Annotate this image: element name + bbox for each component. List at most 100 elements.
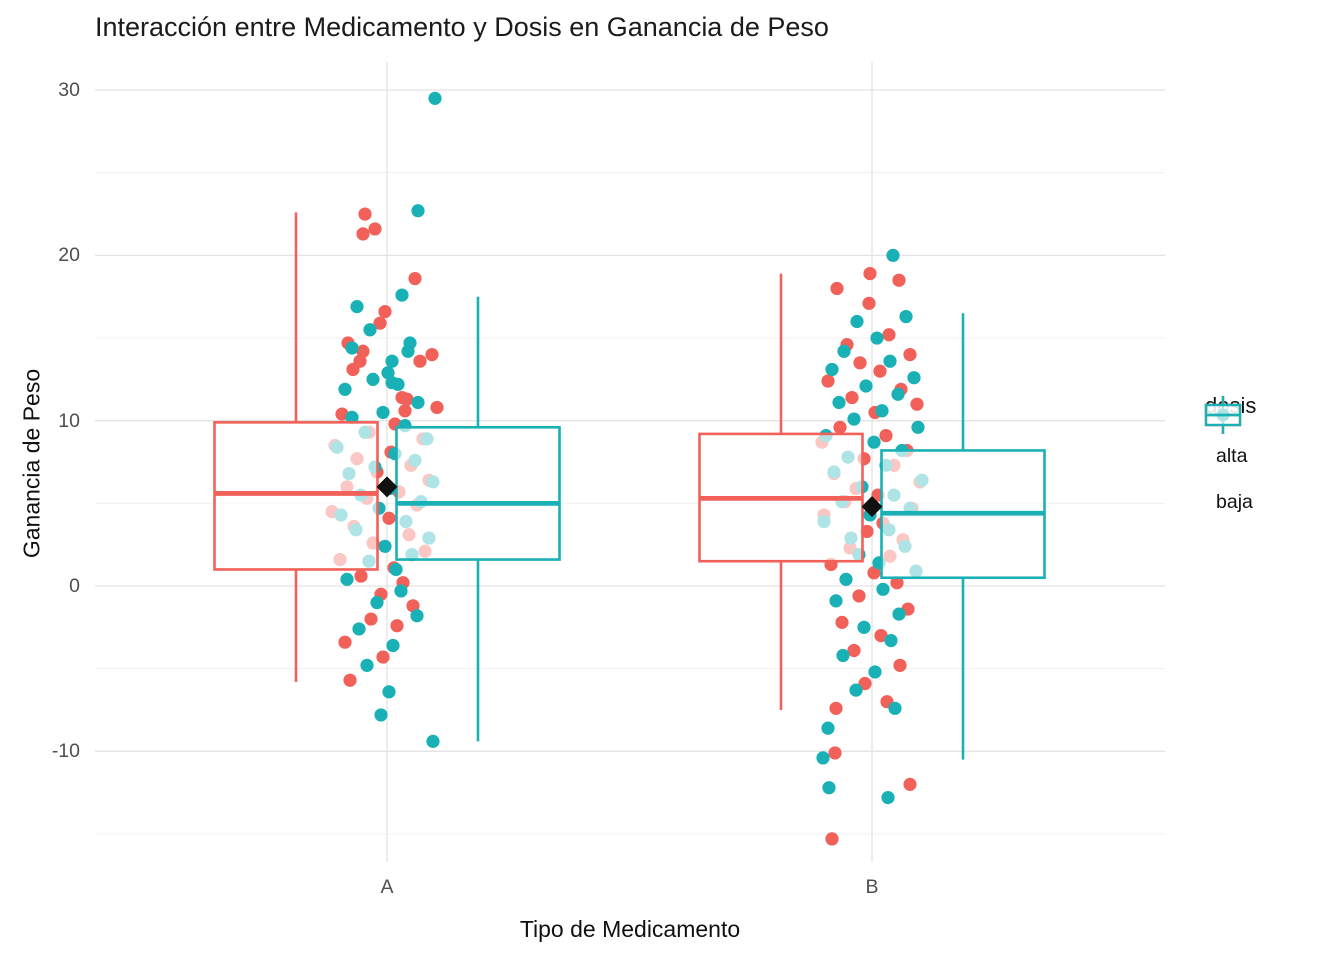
jitter-point <box>862 296 876 310</box>
jitter-point <box>385 354 399 368</box>
y-tick-label: 0 <box>69 575 80 597</box>
boxplot-key-icon <box>1204 396 1242 434</box>
jitter-point <box>425 347 439 362</box>
jitter-point <box>370 595 384 610</box>
jitter-point <box>368 222 382 236</box>
jitter-point <box>408 271 422 286</box>
jitter-point <box>907 371 921 385</box>
jitter-point <box>389 562 403 577</box>
jitter-point <box>847 643 861 658</box>
jitter-point <box>870 331 884 345</box>
legend-item-alta: alta <box>1203 396 1343 479</box>
jitter-point <box>892 607 906 621</box>
jitter-point <box>391 377 405 391</box>
jitter-point <box>859 379 873 393</box>
jitter-point <box>413 354 427 368</box>
jitter-point <box>876 582 890 596</box>
jitter-point <box>867 435 881 449</box>
jitter-point <box>867 566 881 580</box>
jitter-point <box>910 397 924 411</box>
jitter-point <box>857 620 871 634</box>
jitter-point <box>366 372 380 386</box>
mean-diamond-A <box>376 476 398 498</box>
jitter-point <box>390 619 404 633</box>
y-tick-label: 30 <box>58 79 80 102</box>
jitter-point <box>832 395 846 410</box>
jitter-point <box>839 572 853 586</box>
jitter-point <box>847 412 861 426</box>
jitter-point <box>374 708 388 722</box>
y-tick-label: 10 <box>58 409 80 432</box>
legend-item-label: baja <box>1216 490 1253 513</box>
jitter-point <box>899 309 913 324</box>
jitter-point <box>816 751 830 765</box>
legend-item-baja: baja <box>1203 396 1343 525</box>
jitter-point <box>364 612 378 626</box>
jitter-point <box>884 633 898 648</box>
jitter-point <box>891 387 905 401</box>
y-tick-label: 20 <box>58 244 80 267</box>
jitter-point <box>426 734 440 748</box>
jitter-point <box>394 584 408 598</box>
jitter-point <box>381 366 395 380</box>
jitter-point <box>338 382 352 396</box>
jitter-point <box>356 344 370 358</box>
jitter-point <box>890 576 904 590</box>
jitter-point <box>358 207 372 221</box>
jitter-point <box>373 316 387 330</box>
jitter-point <box>825 362 839 377</box>
boxplot-A-baja <box>395 296 561 742</box>
jitter-point <box>879 428 893 443</box>
jitter-point <box>378 305 392 319</box>
mean-diamond-B <box>861 496 883 518</box>
jitter-point <box>363 323 377 337</box>
jitter-point <box>837 344 851 358</box>
jitter-point <box>376 405 390 420</box>
jitter-point <box>829 701 843 715</box>
x-axis-title: Tipo de Medicamento <box>519 916 741 942</box>
jitter-point <box>868 665 882 679</box>
jitter-point <box>340 572 354 586</box>
jitter-point <box>853 356 867 370</box>
jitter-point <box>874 628 888 643</box>
jitter-point <box>428 91 442 105</box>
jitter-point <box>352 622 366 636</box>
jitter-point <box>825 832 839 846</box>
jitter-point <box>833 420 847 434</box>
jitter-point <box>863 266 877 281</box>
jitter-point <box>398 404 412 418</box>
jitter-point <box>850 314 864 329</box>
jitter-point <box>822 781 836 795</box>
boxplot-B-baja <box>880 313 1046 760</box>
jitter-point <box>835 615 849 629</box>
jitter-point <box>836 648 850 663</box>
jitter-point <box>382 511 396 525</box>
jitter-point <box>821 721 835 735</box>
jitter-point <box>883 354 897 368</box>
jitter-point <box>335 407 349 421</box>
jitter-point <box>828 746 842 760</box>
jitter-point <box>378 539 392 553</box>
jitter-point <box>430 400 444 415</box>
jitter-point <box>886 248 900 262</box>
jitter-point <box>338 635 352 649</box>
jitter-point <box>345 341 359 355</box>
jitter-point <box>400 392 414 406</box>
jitter-point <box>830 281 844 296</box>
jitter-point <box>406 599 420 613</box>
jitter-point <box>350 300 364 314</box>
jitter-point <box>401 344 415 358</box>
jitter-point <box>382 685 396 699</box>
jitter-point <box>411 395 425 410</box>
jitter-point <box>873 364 887 378</box>
jitter-point <box>354 569 368 583</box>
jitter-point <box>411 204 425 218</box>
jitter-point <box>386 638 400 653</box>
jitter-point <box>881 790 895 805</box>
jitter-point <box>903 347 917 362</box>
y-tick-label: -10 <box>51 740 80 763</box>
chart-title: Interacción entre Medicamento y Dosis en… <box>95 12 829 42</box>
jitter-point <box>360 658 374 672</box>
